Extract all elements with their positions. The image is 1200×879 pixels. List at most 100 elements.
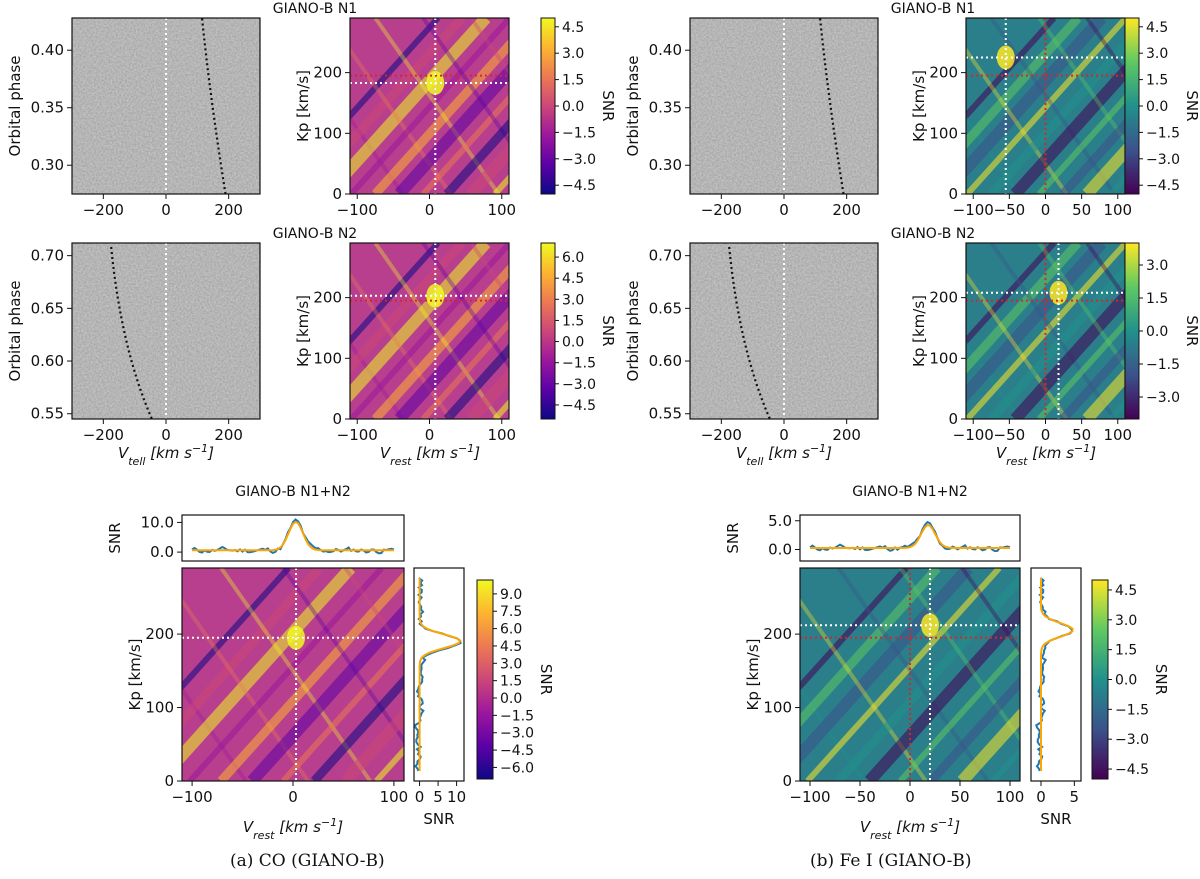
colorbar-tick-label: −1.5 bbox=[1146, 125, 1180, 141]
map-streak bbox=[1082, 142, 1125, 194]
map-streak bbox=[966, 18, 1125, 194]
axis-label-part: ] bbox=[953, 818, 960, 836]
map-streak bbox=[350, 18, 441, 121]
map-streak bbox=[987, 263, 1125, 419]
colorbar-tick-label: 4.5 bbox=[562, 271, 584, 287]
x-tick-label: 0 bbox=[425, 426, 435, 444]
orbital-phase-axis-label: Orbital phase bbox=[624, 281, 642, 382]
axis-label-part: −1 bbox=[810, 442, 826, 455]
x-tick-label: −100 bbox=[953, 426, 994, 444]
axis-label-part: rest bbox=[390, 455, 412, 468]
snr-peak bbox=[287, 625, 306, 650]
caption-a: (a) CO (GIANO-B) bbox=[230, 851, 385, 871]
y-tick-label: 0.35 bbox=[31, 99, 64, 117]
x-tick-label: 0 bbox=[1041, 426, 1051, 444]
y-tick-label: 100 bbox=[763, 699, 792, 717]
x-tick-label: −200 bbox=[83, 426, 124, 444]
colorbar-tick-label: 3.0 bbox=[500, 656, 522, 672]
map-streak bbox=[443, 118, 509, 194]
map-streak bbox=[371, 263, 509, 419]
colorbar-label: SNR bbox=[599, 315, 617, 346]
map-streak bbox=[966, 243, 1107, 403]
colorbar-tick-label: 6.0 bbox=[500, 622, 522, 638]
map-streak bbox=[1059, 118, 1125, 194]
colorbar bbox=[1124, 17, 1140, 195]
map-streak bbox=[966, 243, 1125, 419]
vrest-axis-label: Vrest [km s−1] bbox=[380, 442, 480, 468]
colorbar-tick-label: −1.5 bbox=[1115, 702, 1149, 718]
map-streak bbox=[469, 18, 509, 76]
y-tick-label: 200 bbox=[763, 625, 792, 643]
axis-label-part: V bbox=[736, 444, 748, 462]
y-tick-label: 0 bbox=[332, 185, 342, 203]
x-tick-label: 5 bbox=[1070, 788, 1080, 806]
map-streak bbox=[898, 643, 1020, 781]
x-tick-label: 50 bbox=[1072, 426, 1091, 444]
y-tick-label: 0 bbox=[948, 185, 958, 203]
side-profile-snr bbox=[413, 577, 462, 772]
map-streak bbox=[966, 243, 1082, 375]
map-streak bbox=[350, 18, 466, 150]
panel-title: GIANO-B N2 bbox=[273, 226, 357, 242]
map-streak bbox=[420, 319, 509, 419]
y-tick-label: 0.40 bbox=[31, 41, 64, 59]
y-tick-label: 200 bbox=[929, 289, 958, 307]
y-tick-label: 0 bbox=[332, 410, 342, 428]
map-streak bbox=[340, 706, 404, 781]
axis-label-part: −1 bbox=[458, 442, 474, 455]
colorbar-tick-label: −3.0 bbox=[500, 726, 534, 742]
map-streak bbox=[350, 243, 441, 346]
axis-label-part: −1 bbox=[938, 816, 954, 829]
x-tick-label: −100 bbox=[953, 201, 994, 219]
colorbar-tick-label: 4.5 bbox=[500, 639, 522, 655]
map-streak bbox=[371, 38, 509, 194]
map-streak bbox=[350, 18, 491, 178]
x-tick-label: 0 bbox=[415, 788, 425, 806]
x-tick-label: 100 bbox=[487, 201, 516, 219]
map-streak bbox=[469, 243, 509, 301]
orbital-phase-axis-label: Orbital phase bbox=[6, 56, 24, 157]
colorbar-label: SNR bbox=[599, 90, 617, 121]
y-tick-label: 0.70 bbox=[649, 247, 682, 265]
planet-trail bbox=[110, 246, 153, 420]
map-streak bbox=[350, 18, 509, 194]
map-streak bbox=[898, 568, 1020, 743]
vrest-axis-label: Vrest [km s−1] bbox=[243, 816, 343, 842]
x-tick-label: 100 bbox=[1103, 201, 1132, 219]
x-tick-label: −50 bbox=[844, 788, 876, 806]
colorbar-tick-label: −1.5 bbox=[562, 356, 596, 372]
x-tick-label: 0 bbox=[288, 788, 298, 806]
axis-label-part: rest bbox=[870, 829, 892, 842]
axis-label-part: V bbox=[118, 444, 130, 462]
top-profile-frame bbox=[181, 514, 405, 562]
y-tick-label: 100 bbox=[313, 124, 342, 142]
map-streak bbox=[217, 571, 404, 781]
colorbar-tick-label: 4.5 bbox=[1146, 20, 1168, 36]
map-streak bbox=[1036, 319, 1125, 419]
panel-title: GIANO-B N1+N2 bbox=[235, 484, 351, 500]
colorbar-tick-label: 3.0 bbox=[1115, 613, 1137, 629]
x-tick-label: 100 bbox=[996, 788, 1025, 806]
side-profile-fit bbox=[418, 578, 462, 771]
colorbar bbox=[540, 17, 556, 195]
colorbar-tick-label: −4.5 bbox=[1146, 178, 1180, 194]
axis-label-part: V bbox=[996, 444, 1008, 462]
vtell-axis-label: Vtell [km s−1] bbox=[118, 442, 214, 468]
colorbar-tick-label: −3.0 bbox=[1115, 732, 1149, 748]
colorbar-tick-label: 1.5 bbox=[562, 313, 584, 329]
top-profile-ylabel: SNR bbox=[106, 522, 124, 553]
colorbar-tick-label: −4.5 bbox=[500, 743, 534, 759]
axis-label-part: rest bbox=[1006, 455, 1028, 468]
x-tick-label: 0 bbox=[161, 201, 171, 219]
x-tick-label: −50 bbox=[994, 426, 1026, 444]
map-streak bbox=[1059, 343, 1125, 419]
axis-label-part: −1 bbox=[192, 442, 208, 455]
y-tick-label: 0.30 bbox=[31, 156, 64, 174]
y-tick-label: 0.65 bbox=[649, 299, 682, 317]
colorbar-tick-label: 4.5 bbox=[562, 20, 584, 36]
map-streak bbox=[439, 568, 631, 781]
x-tick-label: 100 bbox=[380, 788, 409, 806]
y-tick-label: 200 bbox=[929, 64, 958, 82]
colorbar-label: SNR bbox=[1183, 90, 1200, 121]
